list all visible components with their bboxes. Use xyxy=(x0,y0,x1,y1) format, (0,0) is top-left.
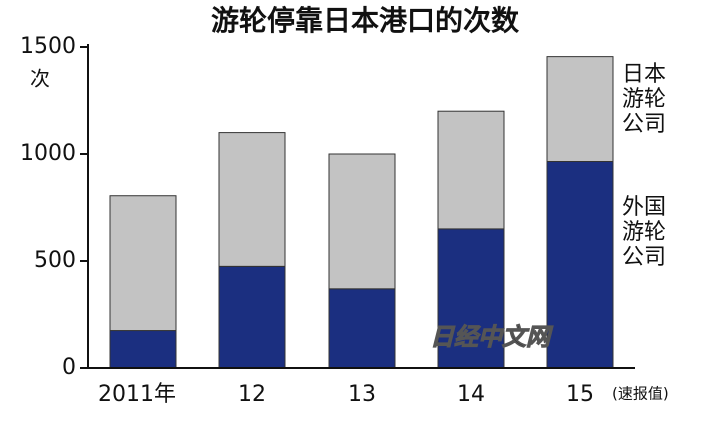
chart-title: 游轮停靠日本港口的次数 xyxy=(211,4,520,37)
bar-segment xyxy=(437,110,505,230)
legend-entry: 外国游轮公司 xyxy=(622,195,667,270)
y-tick-label: 1000 xyxy=(20,141,76,166)
bar-segment xyxy=(546,56,614,162)
y-unit: 次 xyxy=(30,67,50,91)
bar-segment xyxy=(109,195,177,332)
bar-segment xyxy=(437,228,505,369)
bar-segment xyxy=(328,288,396,369)
y-tick-label: 0 xyxy=(62,355,76,380)
watermark: 日经中文网 xyxy=(430,323,554,351)
x-tick-label: 12 xyxy=(238,382,266,407)
bar-segment xyxy=(328,153,396,290)
x-tick-label: 13 xyxy=(348,382,376,407)
bar-segment xyxy=(218,265,286,369)
x-tick-label: 15 xyxy=(566,382,594,407)
bar-segment xyxy=(109,330,177,369)
x-tick-label: 2011年 xyxy=(98,382,176,407)
bar-segment xyxy=(218,132,286,267)
y-tick-label: 1500 xyxy=(20,34,76,59)
y-tick-label: 500 xyxy=(34,248,76,273)
annotation: (速报值) xyxy=(612,385,669,403)
bar-segment xyxy=(546,160,614,369)
legend-entry: 日本游轮公司 xyxy=(622,62,667,137)
x-tick-label: 14 xyxy=(457,382,485,407)
